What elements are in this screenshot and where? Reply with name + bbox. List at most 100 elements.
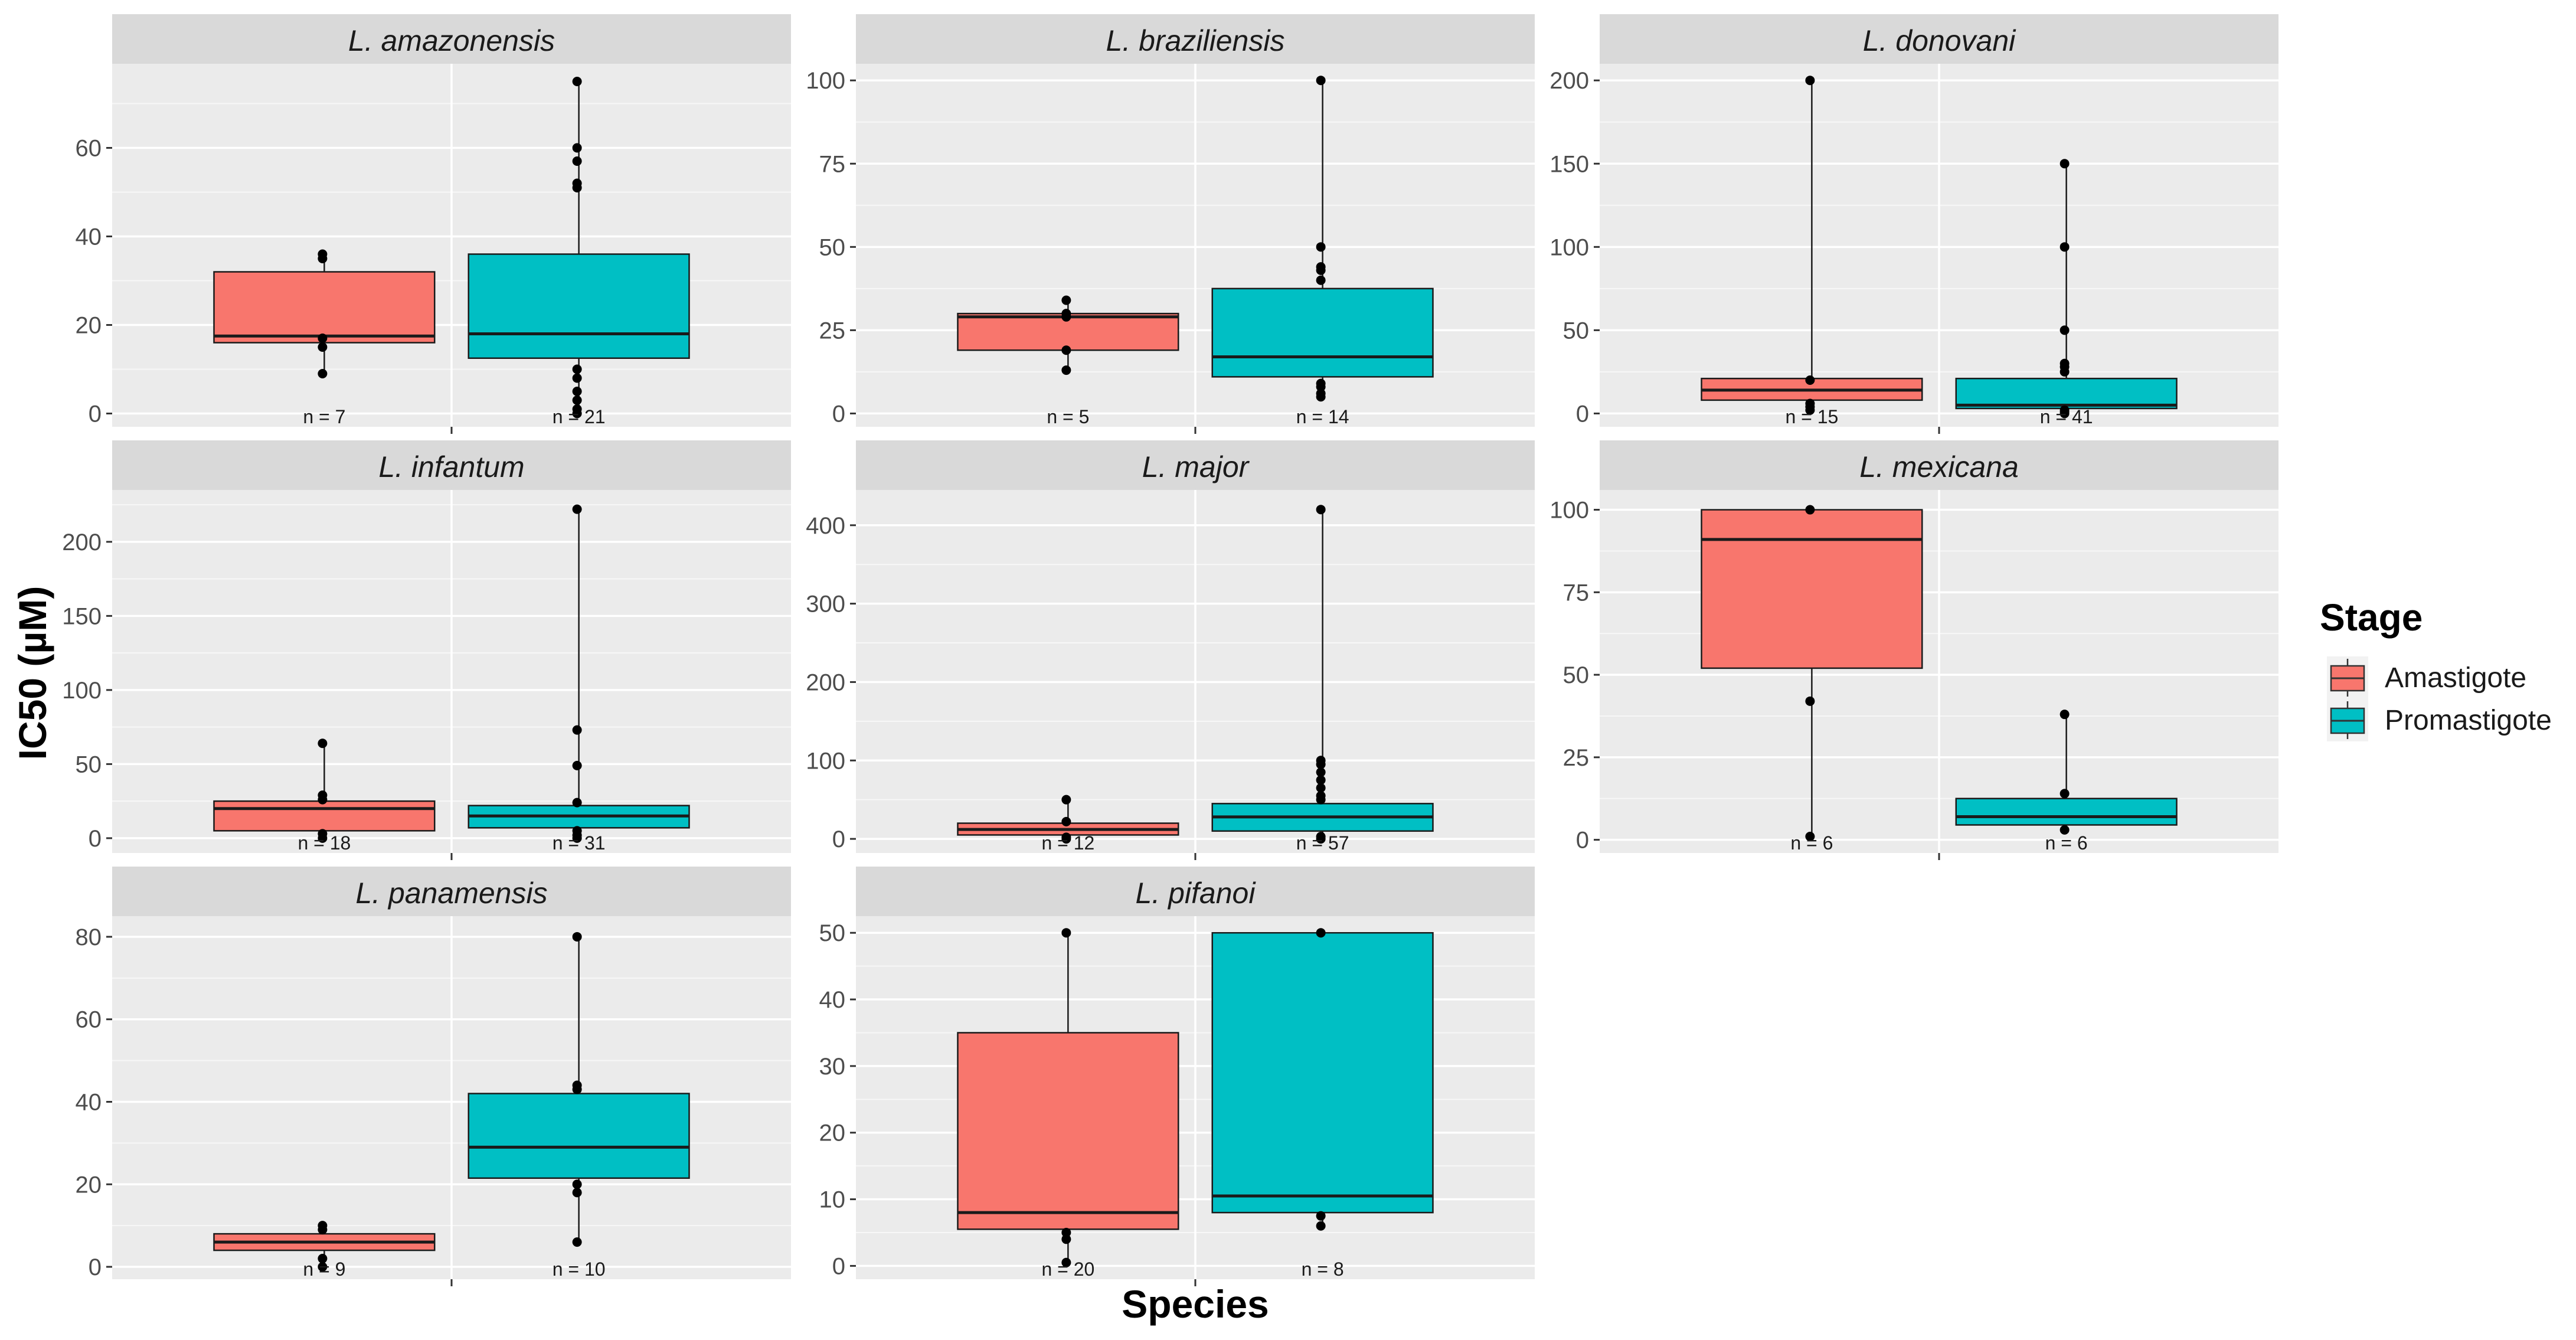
data-point — [2060, 358, 2070, 368]
data-point — [572, 156, 582, 166]
y-tick-label: 200 — [806, 669, 845, 695]
data-point — [1316, 756, 1326, 766]
box-iqr — [957, 1032, 1179, 1230]
facet-strip-label: L. braziliensis — [1106, 24, 1285, 57]
y-tick-label: 25 — [819, 318, 846, 344]
facet-strip-label: L. pifanoi — [1136, 877, 1257, 910]
box-iqr — [1955, 377, 2178, 410]
box-amastigote: n = 7 — [213, 249, 436, 427]
panel-l-major: L. major 0 100 200 300 400 n = 12 n = 57 — [806, 440, 1535, 860]
facet-strip-label: L. mexicana — [1859, 450, 2019, 483]
facet-strip — [112, 867, 791, 916]
box-amastigote: n = 12 — [957, 795, 1179, 854]
box-promastigote: n = 14 — [1211, 76, 1434, 427]
panel-l-donovani: L. donovani 0 50 100 150 200 n = 15 n = 41 — [1549, 14, 2278, 434]
x-axis-title: Species — [1122, 1282, 1269, 1326]
y-axis-title: IC50 (µM) — [11, 586, 54, 760]
data-point — [2060, 825, 2070, 835]
n-label: n = 8 — [1302, 1259, 1344, 1280]
y-tick-label: 0 — [832, 1253, 845, 1279]
data-point — [572, 760, 582, 770]
box-promastigote: n = 31 — [468, 504, 690, 854]
box-promastigote: n = 41 — [1955, 159, 2178, 427]
panels-layer: L. amazonensis 0 20 40 60 n = 7 n = 21 L. brazi… — [62, 14, 2278, 1286]
y-tick-label: 10 — [819, 1187, 846, 1213]
data-point — [1061, 1257, 1071, 1267]
n-label: n = 9 — [303, 1259, 345, 1280]
data-point — [2060, 710, 2070, 720]
y-tick-label: 150 — [62, 603, 102, 629]
legend-entry-promastigote: Promastigote — [2327, 699, 2552, 741]
legend-entries: Amastigote Promastigote — [2327, 656, 2552, 741]
box-promastigote: n = 57 — [1211, 505, 1434, 854]
data-point — [1316, 275, 1326, 285]
y-tick-label: 100 — [806, 748, 845, 774]
y-tick-label: 0 — [89, 401, 102, 427]
panel-l-braziliensis: L. braziliensis 0 25 50 75 100 n = 5 n = 14 — [806, 14, 1535, 434]
n-label: n = 15 — [1785, 406, 1838, 427]
data-point — [318, 1254, 328, 1264]
legend-label: Amastigote — [2385, 662, 2526, 694]
box-amastigote: n = 20 — [957, 928, 1179, 1280]
box-iqr — [213, 800, 436, 832]
data-point — [1061, 1234, 1071, 1244]
y-tick-label: 30 — [819, 1054, 846, 1080]
y-tick-label: 80 — [76, 924, 102, 950]
y-tick-label: 400 — [806, 513, 845, 539]
y-tick-label: 100 — [806, 68, 845, 94]
data-point — [1061, 345, 1071, 355]
data-point — [1061, 365, 1071, 375]
y-tick-label: 100 — [62, 678, 102, 704]
n-label: n = 5 — [1047, 406, 1089, 427]
panel-l-panamensis: L. panamensis 0 20 40 60 80 n = 9 n = 10 — [76, 867, 791, 1286]
n-label: n = 6 — [2045, 832, 2088, 854]
data-point — [318, 790, 328, 800]
y-tick-label: 25 — [1563, 745, 1590, 771]
y-tick-label: 300 — [806, 591, 845, 617]
y-tick-label: 100 — [1549, 234, 1589, 260]
panel-l-amazonensis: L. amazonensis 0 20 40 60 n = 7 n = 21 — [76, 14, 791, 434]
y-tick-label: 0 — [1576, 828, 1589, 854]
facet-strip — [112, 14, 791, 64]
y-tick-label: 50 — [1563, 662, 1590, 688]
data-point — [1061, 928, 1071, 938]
data-point — [1061, 1228, 1071, 1238]
y-tick-label: 75 — [819, 151, 846, 177]
data-point — [1061, 816, 1071, 826]
data-point — [572, 143, 582, 153]
facet-strip-label: L. infantum — [378, 450, 524, 483]
n-label: n = 6 — [1790, 832, 1833, 854]
y-tick-label: 20 — [76, 1172, 102, 1198]
n-label: n = 20 — [1041, 1259, 1094, 1280]
legend: Stage Amastigote Promastigote — [2320, 596, 2552, 741]
data-point — [1805, 832, 1815, 842]
panel-l-pifanoi: L. pifanoi 0 10 20 30 40 50 n = 20 n = 8 — [819, 867, 1535, 1286]
data-point — [1316, 791, 1326, 801]
data-point — [318, 1221, 328, 1231]
y-tick-label: 0 — [1576, 401, 1589, 427]
data-point — [2060, 405, 2070, 415]
box-promastigote: n = 21 — [468, 77, 690, 427]
box-promastigote: n = 10 — [468, 932, 690, 1280]
data-point — [1805, 398, 1815, 408]
y-tick-label: 40 — [76, 224, 102, 250]
data-point — [318, 369, 328, 378]
data-point — [572, 826, 582, 836]
data-point — [318, 829, 328, 839]
data-point — [1316, 262, 1326, 272]
data-point — [1061, 309, 1071, 319]
facet-strip — [112, 440, 791, 490]
data-point — [1316, 76, 1326, 86]
box-promastigote: n = 6 — [1955, 710, 2178, 854]
data-point — [1316, 1221, 1326, 1231]
data-point — [1061, 295, 1071, 305]
data-point — [1316, 1211, 1326, 1221]
y-tick-label: 20 — [819, 1120, 846, 1146]
n-label: n = 41 — [2040, 406, 2093, 427]
legend-label: Promastigote — [2385, 705, 2552, 736]
data-point — [1316, 928, 1326, 938]
box-iqr — [1955, 798, 2178, 826]
data-point — [572, 1080, 582, 1090]
data-point — [572, 1237, 582, 1247]
